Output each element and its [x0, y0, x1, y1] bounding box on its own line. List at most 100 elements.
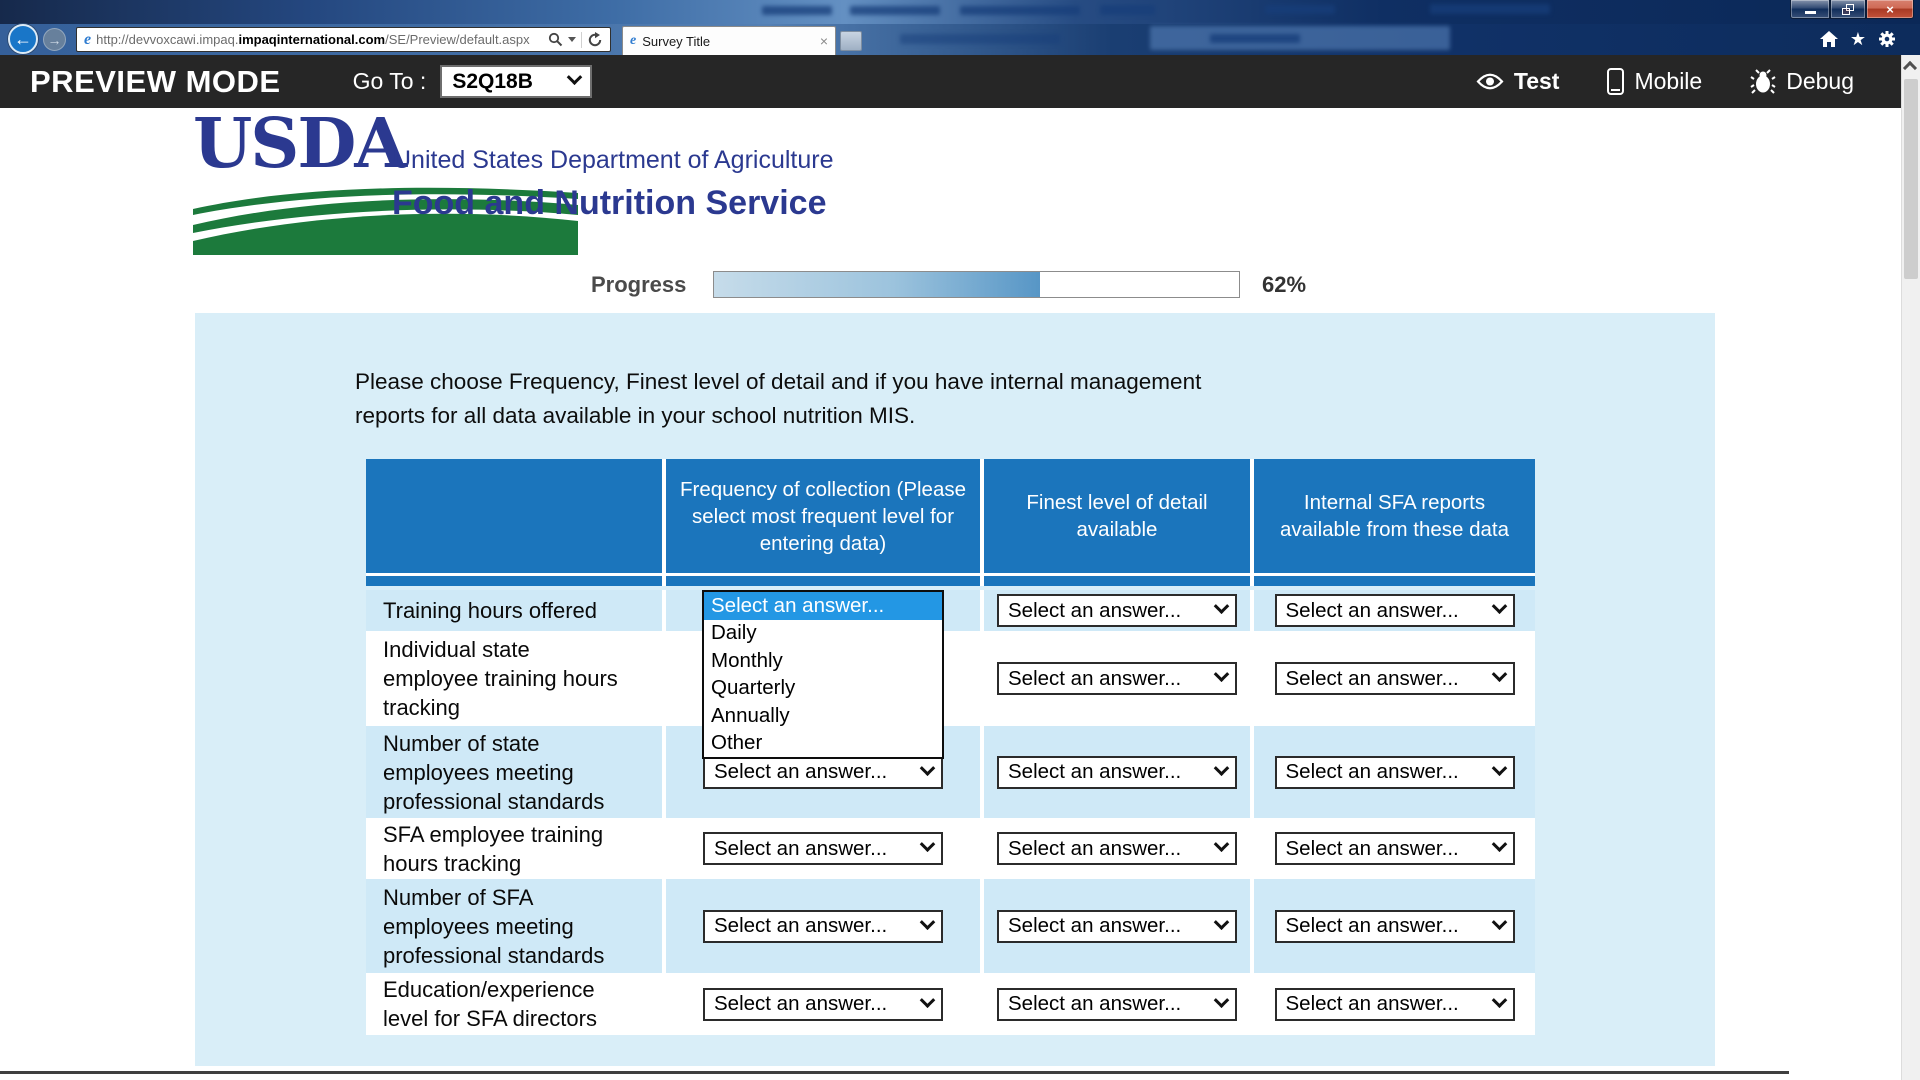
url-text: http://devvoxcawi.impaq.impaqinternation…: [96, 32, 530, 47]
progress-label: Progress: [591, 272, 687, 297]
back-button[interactable]: ←: [8, 24, 38, 54]
chevron-down-icon: [1491, 759, 1507, 776]
chevron-down-icon: [1491, 913, 1507, 930]
header-finest-level: Finest level of detail available: [984, 459, 1250, 573]
favorites-star-icon[interactable]: ★: [1849, 29, 1866, 49]
header-strip: [366, 576, 662, 586]
chevron-down-icon: [919, 759, 936, 776]
background-artifact: [1430, 4, 1550, 14]
select-an-answer-dropdown[interactable]: Select an answer...: [997, 755, 1237, 789]
browser-tab[interactable]: e Survey Title ×: [622, 26, 836, 55]
goto-question-select[interactable]: S2Q18B: [440, 65, 593, 98]
restore-button[interactable]: [1830, 0, 1866, 19]
background-artifact: [1210, 34, 1300, 43]
chevron-down-icon: [1491, 598, 1507, 615]
back-arrow-icon: ←: [14, 28, 32, 49]
row-label: Number of SFA employees meeting professi…: [383, 884, 605, 968]
select-an-answer-dropdown[interactable]: Select an answer...: [703, 755, 943, 789]
open-dropdown-list: Select an answer... Daily Monthly Quarte…: [702, 590, 944, 759]
table-row: SFA employee training hours tracking Sel…: [366, 818, 1535, 879]
select-an-answer-dropdown[interactable]: Select an answer...: [997, 662, 1237, 695]
close-button[interactable]: ×: [1866, 0, 1914, 19]
table-row: Number of SFA employees meeting professi…: [366, 879, 1535, 973]
table-body: Training hours offered Select an answer.…: [366, 590, 1535, 1035]
chevron-down-icon: [919, 991, 936, 1008]
new-tab-button[interactable]: [840, 31, 862, 51]
select-an-answer-dropdown[interactable]: Select an answer...: [703, 832, 943, 865]
row-label: SFA employee training hours tracking: [383, 821, 604, 876]
background-artifact: [1265, 5, 1335, 14]
row-label: Training hours offered: [383, 598, 598, 623]
table-row: Education/experience level for SFA direc…: [366, 973, 1535, 1035]
minimize-button[interactable]: [1790, 0, 1830, 19]
chevron-down-icon: [919, 836, 936, 853]
browser-toolbar: ← → e http://devvoxcawi.impaq.impaqinter…: [0, 24, 1920, 55]
minimize-icon: [1804, 10, 1816, 14]
select-an-answer-dropdown[interactable]: Select an answer...: [1274, 909, 1515, 943]
select-an-answer-dropdown[interactable]: Select an answer...: [997, 987, 1237, 1021]
chevron-down-icon: [1491, 991, 1507, 1008]
test-button[interactable]: Test: [1476, 68, 1559, 95]
preview-mode-bar: PREVIEW MODE Go To : S2Q18B Test Mobile: [0, 55, 1920, 108]
mobile-button[interactable]: Mobile: [1607, 68, 1702, 95]
forward-arrow-icon: →: [47, 31, 62, 48]
chevron-down-icon: [1213, 836, 1230, 853]
progress-bar: [713, 271, 1240, 298]
settings-gear-icon[interactable]: [1878, 30, 1896, 48]
header-strip: [1254, 576, 1535, 586]
select-an-answer-dropdown[interactable]: Select an answer...: [1274, 755, 1515, 789]
background-artifact: [1100, 5, 1155, 15]
chevron-down-icon: [1213, 666, 1230, 683]
dropdown-option[interactable]: Annually: [711, 703, 790, 727]
usda-logo-swoosh: [193, 187, 578, 255]
survey-panel: Please choose Frequency, Finest level of…: [195, 313, 1715, 1066]
table-row: Training hours offered Select an answer.…: [366, 590, 1535, 631]
select-an-answer-dropdown[interactable]: Select an answer...: [703, 987, 943, 1021]
tab-title: Survey Title: [642, 33, 711, 49]
debug-button[interactable]: Debug: [1750, 68, 1854, 95]
progress-percent: 62%: [1262, 272, 1307, 297]
tab-close-icon[interactable]: ×: [819, 33, 828, 49]
select-an-answer-dropdown[interactable]: Select an answer...: [1274, 662, 1515, 695]
scrollbar-thumb[interactable]: [1904, 79, 1918, 279]
chevron-down-icon: [1213, 913, 1230, 930]
home-icon[interactable]: [1819, 30, 1838, 48]
dropdown-option[interactable]: Daily: [711, 621, 757, 645]
select-an-answer-dropdown[interactable]: Select an answer...: [997, 909, 1237, 943]
window-title-bar: ×: [0, 0, 1920, 24]
select-an-answer-dropdown[interactable]: Select an answer...: [1274, 832, 1515, 865]
dropdown-option[interactable]: Monthly: [711, 648, 783, 672]
vertical-scrollbar[interactable]: [1901, 55, 1920, 1080]
refresh-icon[interactable]: [587, 31, 603, 48]
background-artifact: [1150, 26, 1450, 50]
select-an-answer-dropdown[interactable]: Select an answer...: [1274, 594, 1515, 627]
select-an-answer-dropdown[interactable]: Select an answer...: [997, 594, 1237, 627]
dropdown-option-selected[interactable]: Select an answer...: [704, 592, 942, 620]
chevron-down-icon: [1491, 836, 1507, 853]
background-artifact: [960, 6, 1080, 15]
address-dropdown-icon[interactable]: [568, 37, 576, 42]
scroll-up-icon[interactable]: [1902, 60, 1918, 76]
select-an-answer-dropdown[interactable]: Select an answer...: [1274, 987, 1515, 1021]
usda-service-name: Food and Nutrition Service: [392, 184, 827, 222]
address-bar[interactable]: e http://devvoxcawi.impaq.impaqinternati…: [76, 27, 611, 52]
progress-fill: [714, 272, 1040, 297]
header-strip: [984, 576, 1250, 586]
page-bottom-divider: [0, 1071, 1789, 1074]
search-icon[interactable]: [548, 32, 563, 47]
dropdown-option[interactable]: Other: [711, 731, 763, 755]
select-an-answer-dropdown[interactable]: Select an answer...: [997, 832, 1237, 865]
table-row: Number of state employees meeting profes…: [366, 726, 1535, 818]
close-icon: ×: [1886, 1, 1894, 17]
header-frequency: Frequency of collection (Please select m…: [666, 459, 980, 573]
mobile-phone-icon: [1607, 68, 1625, 95]
background-artifact: [762, 6, 832, 15]
chevron-down-icon: [1213, 598, 1230, 615]
chevron-down-icon: [919, 913, 936, 930]
preview-mode-title: PREVIEW MODE: [30, 63, 281, 99]
dropdown-option[interactable]: Quarterly: [711, 676, 796, 700]
row-label: Number of state employees meeting profes…: [383, 730, 605, 814]
select-an-answer-dropdown[interactable]: Select an answer...: [703, 909, 943, 943]
eye-icon: [1476, 73, 1504, 90]
forward-button[interactable]: →: [43, 28, 66, 51]
